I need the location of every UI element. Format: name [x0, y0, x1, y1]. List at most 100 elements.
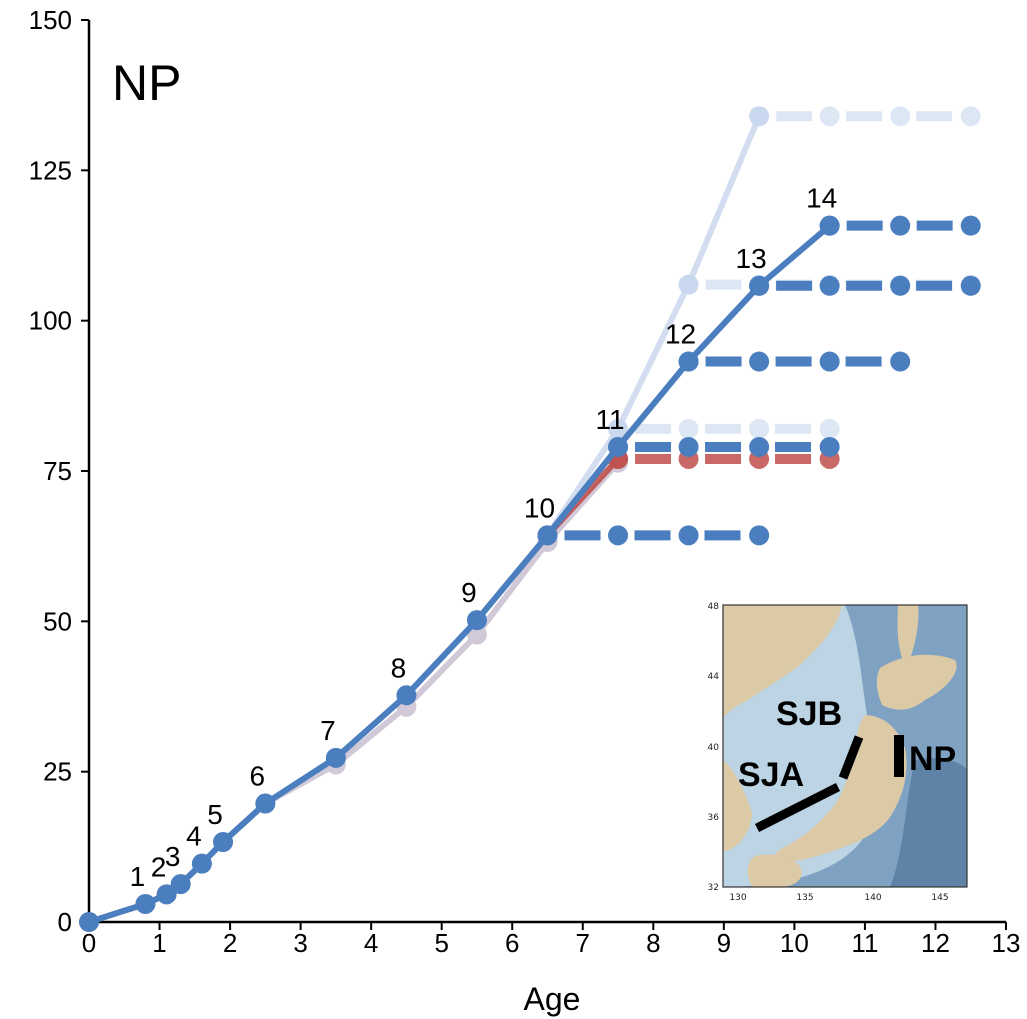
map-lat-tick: 40: [708, 743, 720, 753]
stage-label: 6: [250, 761, 266, 792]
x-tick-label: 6: [505, 928, 519, 958]
growth-series: [79, 215, 840, 932]
growth-point: [213, 832, 234, 853]
growth-line: [544, 115, 762, 538]
x-tick-label: 9: [717, 928, 731, 958]
growth-point: [678, 274, 699, 295]
map-korea: [723, 760, 752, 852]
plateau-series: [608, 448, 840, 469]
map-lon-tick: 135: [796, 893, 813, 903]
y-tick-label: 0: [58, 907, 72, 937]
sjb-label: SJB: [776, 695, 842, 733]
map-kyushu-shikoku: [747, 854, 802, 887]
plateau-point: [819, 106, 840, 127]
stage-label: 2: [151, 851, 167, 882]
map-lat-tick: 36: [708, 813, 720, 823]
y-tick-label: 75: [43, 456, 72, 486]
map-lon-tick: 145: [931, 893, 948, 903]
plateau-point: [819, 418, 840, 439]
growth-point: [170, 874, 191, 895]
series-layer: [79, 106, 981, 932]
sja-transect-line: [754, 782, 841, 833]
x-tick-label: 0: [82, 928, 96, 958]
plateau-point: [749, 418, 770, 439]
map-honshu: [773, 715, 907, 864]
stage-label: 1: [130, 861, 146, 892]
growth-point: [749, 275, 770, 296]
plateau-point: [960, 106, 981, 127]
plateau-series: [608, 436, 840, 457]
growth-point: [466, 610, 487, 631]
plateau-series: [537, 525, 770, 546]
plateau-point: [749, 525, 770, 546]
plateau-series: [678, 351, 911, 372]
plateau-series: [749, 106, 981, 127]
growth-point: [608, 418, 629, 439]
chart-title: NP: [112, 55, 181, 111]
growth-point: [608, 436, 629, 457]
plateau-point: [608, 525, 629, 546]
plateau-point: [678, 418, 699, 439]
stage-label: 9: [461, 577, 477, 608]
plateau-point: [890, 215, 911, 236]
growth-point: [537, 525, 558, 546]
x-tick-label: 7: [576, 928, 590, 958]
growth-point: [79, 912, 99, 932]
x-axis-title: Age: [524, 981, 581, 1017]
map-frame: [722, 604, 968, 888]
plateau-series: [819, 215, 981, 236]
map-lon-ticks: 130 135 140 145: [729, 893, 948, 903]
plateau-point: [960, 215, 981, 236]
stage-label: 5: [207, 799, 223, 830]
y-tick-label: 150: [29, 5, 72, 35]
x-tick-label: 1: [152, 928, 166, 958]
growth-point: [819, 215, 840, 236]
map-lat-ticks: 48 44 40 36 32: [708, 602, 720, 893]
x-tick-label: 13: [992, 928, 1021, 958]
stage-label: 12: [665, 319, 696, 350]
map-sakhalin: [897, 605, 919, 665]
growth-point: [255, 793, 276, 814]
stage-label: 8: [391, 652, 407, 683]
growth-point: [135, 893, 156, 914]
map-lon-tick: 140: [864, 893, 881, 903]
growth-series: [537, 106, 770, 546]
plateau-series: [749, 275, 981, 296]
x-tick-label: 8: [646, 928, 660, 958]
x-tick-label: 11: [851, 928, 878, 958]
x-tick-label: 5: [434, 928, 448, 958]
map-lat-tick: 32: [708, 883, 719, 893]
plateau-series: [608, 418, 840, 439]
plateau-point: [819, 436, 840, 457]
plateau-point: [960, 275, 981, 296]
map-lat-tick: 48: [708, 602, 720, 612]
sjb-transect-line: [838, 735, 864, 780]
map-hokkaido: [876, 654, 957, 710]
stage-label: 13: [736, 243, 767, 274]
plateau-point: [819, 351, 840, 372]
y-tick-label: 50: [43, 606, 72, 636]
y-tick-label: 100: [29, 306, 72, 336]
y-tick-label: 125: [29, 155, 72, 185]
map-lat-tick: 44: [708, 672, 720, 682]
stage-label: 14: [806, 183, 837, 214]
stage-label: 4: [186, 821, 202, 852]
inset-map: 48 44 40 36 32 130 135 140 145 SJB SJA N…: [708, 602, 968, 903]
np-label: NP: [909, 740, 956, 778]
x-tick-label: 3: [293, 928, 307, 958]
growth-point: [191, 853, 212, 874]
growth-point: [325, 747, 346, 768]
growth-point: [396, 685, 417, 706]
plateau-point: [890, 351, 911, 372]
plateau-point: [890, 275, 911, 296]
plateau-point: [890, 106, 911, 127]
sja-label: SJA: [738, 756, 804, 794]
growth-point: [749, 106, 770, 127]
stage-label: 3: [165, 841, 181, 872]
stage-label: 11: [595, 404, 624, 435]
x-tick-label: 12: [921, 928, 950, 958]
growth-point: [678, 351, 699, 372]
